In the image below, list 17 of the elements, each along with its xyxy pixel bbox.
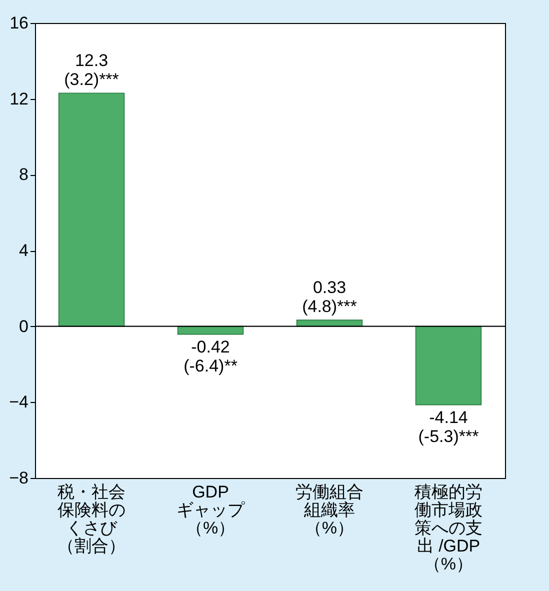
- data-label: -4.14 (-5.3)***: [418, 408, 480, 446]
- data-label: 12.3 (3.2)***: [64, 51, 120, 90]
- data-label: -0.42 (-6.4)**: [184, 337, 238, 376]
- y-tick-label: 8: [19, 165, 28, 184]
- x-tick-label: GDPギャップ（%）: [176, 482, 246, 538]
- y-tick-label: −8: [9, 468, 28, 488]
- x-tick-label: 税・社会保険料のくさび（割合）: [58, 482, 126, 556]
- x-tick-label: 労働組合組織率（%）: [295, 482, 364, 538]
- y-tick-label: 16: [10, 14, 28, 32]
- y-tick-label: 0: [19, 316, 28, 336]
- y-tick-label: 12: [10, 89, 28, 108]
- y-tick-label: 4: [19, 241, 28, 260]
- y-tick-label: −4: [9, 392, 28, 412]
- x-tick-label: 積極的労働市場政策への支出 /GDP（%）: [414, 482, 482, 574]
- bar: [415, 326, 482, 406]
- data-label: 0.33 (4.8)***: [302, 278, 358, 316]
- bar: [58, 92, 125, 327]
